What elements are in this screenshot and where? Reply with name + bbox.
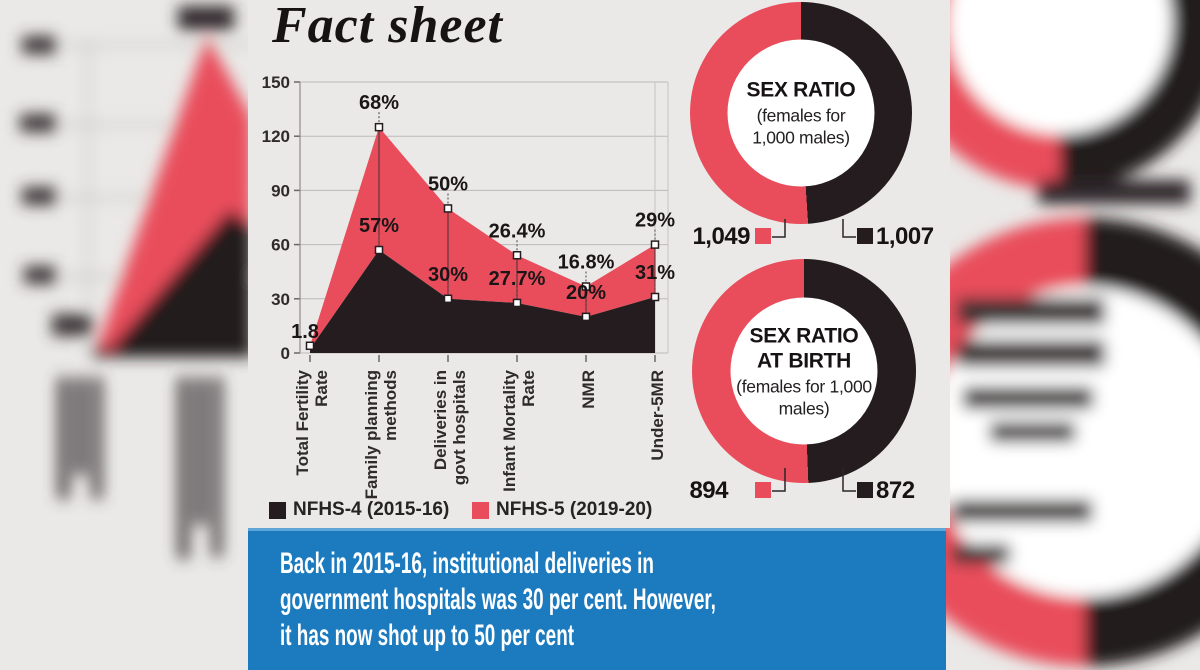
x-category-label: Family planning (362, 370, 381, 499)
point-marker (512, 298, 522, 308)
x-category-label: Rate (519, 370, 538, 407)
x-category-label: Deliveries in (431, 370, 450, 470)
point-marker (374, 122, 384, 132)
stacked-area-chart: 0 30 60 90 120 150 1.8 68% 50% 26.4% 16.8% 29% 57% 30… (262, 73, 676, 499)
y-tick-label: 90 (271, 181, 290, 200)
donut-sex-ratio: SEX RATIO (females for 1,000 males) (690, 2, 912, 224)
donut-sex-ratio-subtitle: (females for 1,000 males) (752, 105, 850, 148)
legend-item-nfhs4: NFHS-4 (2015-16) (269, 499, 449, 521)
sex-ratio-birth-nfhs4-swatch-icon (857, 482, 873, 498)
sex-ratio-nfhs5-swatch-icon (755, 228, 771, 244)
sex-ratio-birth-nfhs4-value: 872 (876, 477, 915, 504)
sex-ratio-nfhs5-value: 1,049 (692, 223, 750, 250)
point-marker (581, 312, 591, 322)
sex-ratio-nfhs4-value: 1,007 (876, 223, 934, 250)
y-tick-label: 0 (281, 344, 290, 363)
y-tick-label: 150 (262, 73, 290, 92)
point-marker (443, 204, 453, 213)
point-marker (512, 251, 522, 260)
point-label: 57% (359, 215, 399, 237)
legend-item-nfhs5: NFHS-5 (2019-20) (472, 499, 652, 521)
point-label: 50% (428, 173, 468, 195)
point-label: 16.8% (558, 252, 615, 274)
series-nfhs4-area (310, 250, 655, 353)
x-category-label: NMR (579, 370, 598, 409)
donut-sex-ratio-at-birth-subtitle: (females for 1,000 males) (736, 376, 872, 418)
x-category-label: govt hospitals (450, 370, 469, 485)
point-marker (443, 294, 453, 304)
point-marker (374, 245, 384, 255)
donut-sex-ratio-at-birth: SEX RATIO AT BIRTH (females for 1,000 ma… (692, 259, 916, 483)
point-marker (581, 282, 591, 291)
point-label: 20% (566, 282, 606, 304)
point-label: 30% (428, 264, 468, 286)
point-label: 68% (359, 92, 399, 114)
point-label: 27.7% (489, 268, 546, 290)
chart-legend: NFHS-4 (2015-16) NFHS-5 (2019-20) (248, 499, 950, 525)
donut-sex-ratio-at-birth-center: SEX RATIO AT BIRTH (females for 1,000 ma… (730, 297, 878, 445)
y-tick-label: 60 (271, 236, 290, 255)
legend-label-nfhs5: NFHS-5 (2019-20) (496, 499, 653, 520)
x-category-label: Under-5MR (648, 370, 667, 461)
point-label: 29% (635, 210, 675, 232)
x-category-label: Rate (312, 370, 331, 407)
legend-label-nfhs4: NFHS-4 (2015-16) (293, 499, 450, 520)
point-label: 26.4% (489, 220, 546, 242)
page-title: Fact sheet (272, 0, 503, 54)
series-nfhs5-area (310, 127, 655, 350)
donut-sex-ratio-title: SEX RATIO (746, 78, 856, 102)
highlight-banner-text: Back in 2015-16, institutional deliverie… (280, 547, 716, 652)
nfhs4-swatch-icon (269, 501, 286, 519)
nfhs5-swatch-icon (472, 501, 489, 519)
x-category-label: Infant Mortality (500, 369, 519, 491)
y-tick-label: 120 (262, 127, 290, 146)
donut-sex-ratio-center: SEX RATIO (females for 1,000 males) (727, 39, 875, 187)
point-label: 1.8 (291, 321, 319, 343)
point-label: 31% (635, 262, 675, 284)
x-category-label: Total Fertility (293, 369, 312, 475)
x-category-label: methods (381, 370, 400, 441)
sex-ratio-nfhs4-swatch-icon (857, 228, 873, 244)
point-marker (305, 341, 315, 351)
y-tick-label: 30 (271, 290, 290, 309)
point-marker (650, 292, 660, 302)
highlight-banner: Back in 2015-16, institutional deliverie… (248, 528, 946, 670)
donut-sex-ratio-at-birth-title: SEX RATIO AT BIRTH (749, 324, 859, 372)
sex-ratio-birth-nfhs5-swatch-icon (755, 482, 771, 498)
point-marker (650, 240, 660, 249)
sex-ratio-birth-nfhs5-value: 894 (689, 477, 728, 504)
